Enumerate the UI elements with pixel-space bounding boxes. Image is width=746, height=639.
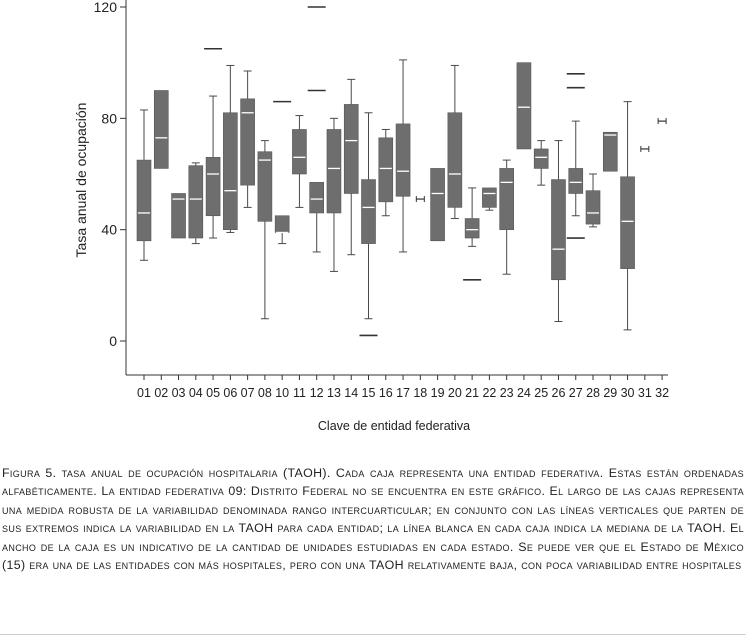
x-tick-label-11: 11	[293, 386, 306, 400]
box-21	[464, 218, 480, 239]
box-19	[430, 168, 445, 242]
x-tick-label-22: 22	[482, 386, 496, 400]
box-10	[274, 215, 290, 233]
box-26	[551, 179, 566, 281]
x-tick-label-14: 14	[344, 386, 358, 400]
box-15	[361, 179, 376, 244]
box-14	[343, 104, 359, 194]
y-tick-label-0: 0	[109, 333, 117, 349]
y-tick-label-80: 80	[101, 110, 117, 126]
x-tick-label-13: 13	[327, 386, 341, 400]
box-03	[171, 193, 186, 239]
box-08	[257, 151, 273, 222]
box-17	[395, 123, 411, 197]
bottom-divider	[0, 634, 746, 635]
box-20	[447, 112, 463, 208]
x-tick-label-20: 20	[448, 386, 462, 400]
x-tick-label-05: 05	[206, 386, 220, 400]
box-28	[585, 190, 601, 225]
x-tick-label-15: 15	[362, 386, 376, 400]
chart-area: 0 40 80 120 Tasa anual de ocupación 01 02 03 04 0…	[73, 0, 669, 433]
box-12	[309, 182, 325, 214]
caption-label: Figura 5.	[2, 466, 57, 480]
x-tick-label-30: 30	[621, 386, 635, 400]
y-tick-label-40: 40	[101, 222, 117, 238]
x-tick-label-21: 21	[465, 386, 479, 400]
box-30	[620, 176, 635, 269]
x-tick-label-28: 28	[586, 386, 600, 400]
x-tick-label-03: 03	[172, 386, 186, 400]
x-tick-label-02: 02	[154, 386, 168, 400]
x-tick-label-12: 12	[310, 386, 324, 400]
x-tick-label-01: 01	[137, 386, 151, 400]
x-tick-label-32: 32	[655, 386, 669, 400]
x-tick-label-08: 08	[258, 386, 272, 400]
y-axis-title: Tasa anual de ocupación	[73, 103, 89, 258]
x-tick-label-29: 29	[603, 386, 617, 400]
box-11	[292, 129, 307, 175]
box-13	[326, 129, 342, 214]
x-tick-label-17: 17	[396, 386, 410, 400]
y-tick-label-120: 120	[94, 0, 118, 15]
box-27	[568, 168, 584, 194]
box-29	[602, 131, 618, 172]
box-01	[136, 159, 152, 242]
x-tick-label-04: 04	[189, 386, 203, 400]
caption-text: tasa anual de ocupación hospitalaria (TA…	[2, 466, 745, 573]
box-24	[516, 62, 532, 150]
x-tick-label-07: 07	[241, 386, 255, 400]
x-tick-label-31: 31	[638, 386, 652, 400]
x-tick-label-27: 27	[569, 386, 583, 400]
x-tick-label-25: 25	[534, 386, 548, 400]
box-16	[378, 137, 394, 203]
x-tick-label-24: 24	[517, 386, 531, 400]
figure-caption: Figura 5. tasa anual de ocupación hospit…	[2, 464, 744, 574]
box-04	[188, 165, 204, 239]
box-23	[499, 168, 514, 230]
x-tick-label-18: 18	[413, 386, 427, 400]
x-tick-label-10: 10	[275, 386, 289, 400]
box-22	[482, 187, 497, 208]
x-tick-label-16: 16	[379, 386, 393, 400]
x-tick-label-26: 26	[552, 386, 566, 400]
box-07	[240, 98, 255, 186]
box-25	[533, 148, 549, 169]
box-05	[205, 157, 221, 217]
box-06	[223, 112, 238, 230]
x-tick-label-06: 06	[223, 386, 237, 400]
x-axis-title: Clave de entidad federativa	[318, 419, 470, 433]
x-tick-label-23: 23	[500, 386, 514, 400]
x-tick-label-19: 19	[431, 386, 445, 400]
box-02	[153, 90, 169, 169]
